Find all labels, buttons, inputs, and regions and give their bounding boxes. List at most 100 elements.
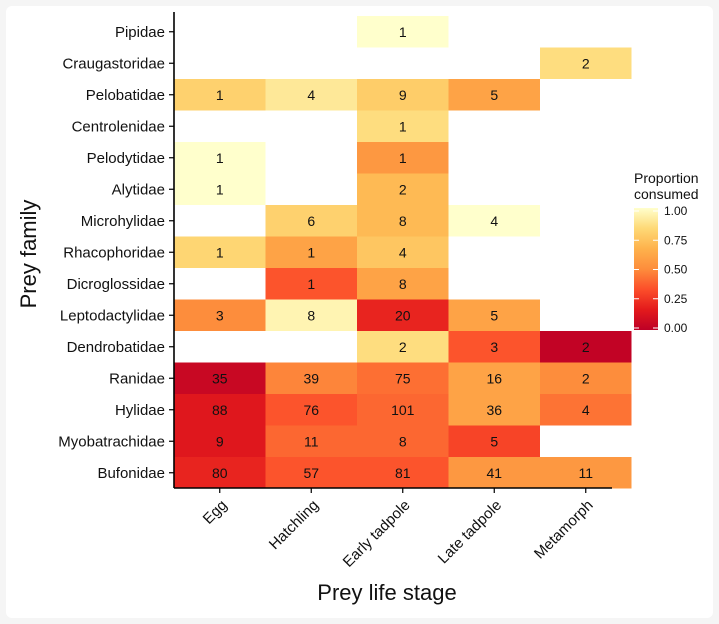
cell-centrolenidae-early-tadpole — [357, 110, 449, 142]
cell-leptodactylidae-early-tadpole — [357, 299, 449, 331]
cell-pelobatidae-late-tadpole — [448, 79, 540, 111]
cell-hylidae-metamorph — [540, 394, 632, 426]
cell-myobatrachidae-hatchling — [265, 425, 357, 457]
cell-leptodactylidae-hatchling — [265, 299, 357, 331]
cell-label-rhacophoridae-hatchling: 1 — [307, 244, 315, 260]
cell-label-ranidae-egg: 35 — [212, 370, 228, 386]
cell-label-microhylidae-late-tadpole: 4 — [490, 213, 498, 229]
cell-label-alytidae-egg: 1 — [216, 181, 224, 197]
x-axis-title: Prey life stage — [317, 580, 456, 605]
cell-rhacophoridae-hatchling — [265, 236, 357, 268]
cell-bufonidae-metamorph — [540, 457, 632, 489]
x-tick-labels: Egg Hatchling Early tadpole Late tadpole Met… — [200, 488, 597, 571]
cell-label-hylidae-egg: 88 — [212, 402, 228, 418]
cell-label-leptodactylidae-hatchling: 8 — [307, 307, 315, 323]
y-tick-pelobatidae: Pelobatidae — [86, 87, 165, 104]
cell-myobatrachidae-egg — [174, 425, 266, 457]
cell-label-leptodactylidae-late-tadpole: 5 — [490, 307, 498, 323]
cell-hylidae-late-tadpole — [448, 394, 540, 426]
legend-title-line-2: consumed — [634, 186, 699, 202]
cell-hylidae-early-tadpole — [357, 394, 449, 426]
y-tick-rhacophoridae: Rhacophoridae — [63, 244, 165, 261]
cell-pelodytidae-egg — [174, 142, 266, 174]
cell-ranidae-metamorph — [540, 362, 632, 394]
cell-label-microhylidae-hatchling: 6 — [307, 213, 315, 229]
cell-label-myobatrachidae-egg: 9 — [216, 433, 224, 449]
cell-label-myobatrachidae-late-tadpole: 5 — [490, 433, 498, 449]
cell-label-ranidae-early-tadpole: 75 — [395, 370, 411, 386]
y-tick-centrolenidae: Centrolenidae — [72, 118, 165, 135]
cell-label-hylidae-late-tadpole: 36 — [486, 402, 502, 418]
cell-dendrobatidae-early-tadpole — [357, 331, 449, 363]
cell-microhylidae-hatchling — [265, 205, 357, 237]
cell-label-bufonidae-late-tadpole: 41 — [486, 465, 502, 481]
y-tick-bufonidae: Bufonidae — [97, 465, 165, 482]
cell-ranidae-late-tadpole — [448, 362, 540, 394]
cell-microhylidae-early-tadpole — [357, 205, 449, 237]
cell-label-leptodactylidae-egg: 3 — [216, 307, 224, 323]
legend-ticks: 1.00 0.75 0.50 0.25 0.00 — [634, 204, 688, 335]
cell-bufonidae-early-tadpole — [357, 457, 449, 489]
legend-tick-label-4: 0.00 — [664, 321, 688, 335]
cell-label-pelobatidae-egg: 1 — [216, 87, 224, 103]
cell-label-hylidae-early-tadpole: 101 — [391, 402, 415, 418]
cell-label-pelobatidae-early-tadpole: 9 — [399, 87, 407, 103]
cell-label-pelodytidae-early-tadpole: 1 — [399, 150, 407, 166]
cell-hylidae-hatchling — [265, 394, 357, 426]
cell-leptodactylidae-late-tadpole — [448, 299, 540, 331]
cell-label-pelobatidae-late-tadpole: 5 — [490, 87, 498, 103]
heatmap-cells: 121 4 9 511 11 26 8 41 1 41 83 8 20 52 3 235 39 75 16 288 76… — [174, 16, 632, 489]
cell-label-alytidae-early-tadpole: 2 — [399, 181, 407, 197]
legend-tick-label-1: 0.75 — [664, 233, 688, 247]
y-tick-ranidae: Ranidae — [109, 370, 165, 387]
cell-craugastoridae-metamorph — [540, 47, 632, 79]
cell-ranidae-hatchling — [265, 362, 357, 394]
cell-label-rhacophoridae-egg: 1 — [216, 244, 224, 260]
cell-pelobatidae-hatchling — [265, 79, 357, 111]
y-tick-microhylidae: Microhylidae — [81, 213, 165, 230]
cell-label-myobatrachidae-early-tadpole: 8 — [399, 433, 407, 449]
cell-label-hylidae-metamorph: 4 — [582, 402, 590, 418]
y-tick-pipidae: Pipidae — [115, 24, 165, 41]
cell-label-dendrobatidae-late-tadpole: 3 — [490, 339, 498, 355]
cell-label-ranidae-hatchling: 39 — [303, 370, 319, 386]
cell-label-myobatrachidae-hatchling: 11 — [304, 433, 319, 449]
cell-microhylidae-late-tadpole — [448, 205, 540, 237]
cell-label-centrolenidae-early-tadpole: 1 — [399, 118, 407, 134]
cell-ranidae-early-tadpole — [357, 362, 449, 394]
cell-myobatrachidae-late-tadpole — [448, 425, 540, 457]
cell-dendrobatidae-late-tadpole — [448, 331, 540, 363]
cell-pelobatidae-egg — [174, 79, 266, 111]
cell-leptodactylidae-egg — [174, 299, 266, 331]
cell-dendrobatidae-metamorph — [540, 331, 632, 363]
cell-myobatrachidae-early-tadpole — [357, 425, 449, 457]
cell-rhacophoridae-early-tadpole — [357, 236, 449, 268]
x-tick-metamorph: Metamorph — [531, 497, 597, 563]
cell-alytidae-egg — [174, 173, 266, 205]
x-tick-egg: Egg — [200, 497, 231, 528]
cell-label-bufonidae-early-tadpole: 81 — [395, 465, 411, 481]
y-tick-dendrobatidae: Dendrobatidae — [67, 339, 165, 356]
cell-bufonidae-egg — [174, 457, 266, 489]
cell-label-pipidae-early-tadpole: 1 — [399, 24, 407, 40]
x-tick-early-tadpole: Early tadpole — [340, 497, 414, 571]
legend-title-line-1: Proportion — [634, 170, 699, 186]
cell-bufonidae-late-tadpole — [448, 457, 540, 489]
cell-ranidae-egg — [174, 362, 266, 394]
y-tick-alytidae: Alytidae — [112, 181, 165, 198]
legend-tick-label-2: 0.50 — [664, 263, 688, 277]
cell-pelodytidae-early-tadpole — [357, 142, 449, 174]
cell-label-craugastoridae-metamorph: 2 — [582, 55, 590, 71]
cell-label-pelobatidae-hatchling: 4 — [307, 87, 315, 103]
cell-bufonidae-hatchling — [265, 457, 357, 489]
legend-tick-label-0: 1.00 — [664, 204, 688, 218]
x-tick-late-tadpole: Late tadpole — [435, 497, 505, 567]
x-tick-hatchling: Hatchling — [266, 497, 322, 553]
cell-label-dendrobatidae-early-tadpole: 2 — [399, 339, 407, 355]
cell-label-dicroglossidae-early-tadpole: 8 — [399, 276, 407, 292]
y-tick-myobatrachidae: Myobatrachidae — [58, 433, 165, 450]
cell-dicroglossidae-early-tadpole — [357, 268, 449, 300]
cell-pipidae-early-tadpole — [357, 16, 449, 48]
cell-dicroglossidae-hatchling — [265, 268, 357, 300]
